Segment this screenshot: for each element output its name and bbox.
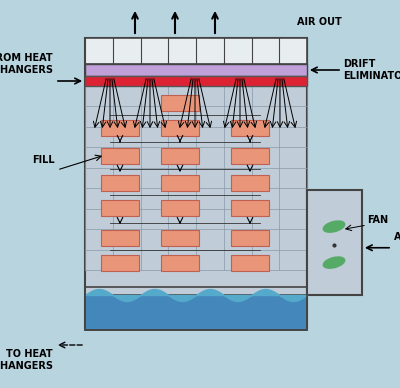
Bar xyxy=(161,175,199,191)
Bar xyxy=(85,76,307,86)
Text: FROM HEAT
EXCHANGERS: FROM HEAT EXCHANGERS xyxy=(0,54,53,75)
Bar xyxy=(231,230,269,246)
Bar xyxy=(101,120,139,136)
Bar xyxy=(231,148,269,164)
Ellipse shape xyxy=(323,221,345,232)
Bar xyxy=(307,190,362,295)
Text: AIR IN: AIR IN xyxy=(394,232,400,242)
Bar xyxy=(161,200,199,216)
Bar xyxy=(101,200,139,216)
Bar xyxy=(231,255,269,271)
Bar xyxy=(85,38,307,328)
Bar xyxy=(101,230,139,246)
Bar xyxy=(231,120,269,136)
Bar xyxy=(161,120,199,136)
Bar xyxy=(231,200,269,216)
Text: DRIFT
ELIMINATORS: DRIFT ELIMINATORS xyxy=(343,59,400,81)
Text: FILL: FILL xyxy=(32,155,55,165)
Bar xyxy=(161,255,199,271)
Bar xyxy=(161,95,199,111)
Bar xyxy=(85,38,307,64)
Text: AIR OUT: AIR OUT xyxy=(297,17,342,27)
Bar xyxy=(101,175,139,191)
Text: TO HEAT
EXCHANGERS: TO HEAT EXCHANGERS xyxy=(0,349,53,371)
Bar xyxy=(101,255,139,271)
Bar xyxy=(231,175,269,191)
Bar xyxy=(85,295,307,330)
Ellipse shape xyxy=(323,257,345,268)
Bar xyxy=(85,287,307,330)
Bar xyxy=(101,148,139,164)
Text: FAN: FAN xyxy=(367,215,388,225)
Bar xyxy=(161,148,199,164)
Bar xyxy=(85,64,307,76)
Bar xyxy=(161,230,199,246)
